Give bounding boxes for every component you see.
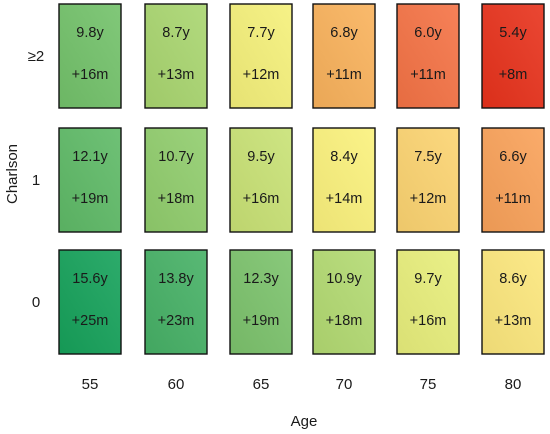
cell-years-label: 9.7y (414, 271, 442, 287)
heatmap-cell: 7.7y +12m (229, 3, 293, 109)
cell-years-label: 6.8y (330, 25, 358, 41)
heatmap-cell-rect (312, 3, 376, 109)
heatmap-cell-rect (144, 249, 208, 355)
cell-months-label: +19m (243, 313, 280, 329)
heatmap-cell: 6.6y +11m (481, 127, 545, 233)
heatmap-cell: 12.3y +19m (229, 249, 293, 355)
heatmap-cell: 6.0y +11m (396, 3, 460, 109)
cell-years-label: 9.5y (247, 149, 275, 165)
cell-months-label: +13m (495, 313, 532, 329)
heatmap-cell: 9.8y +16m (58, 3, 122, 109)
heatmap-cell-rect (481, 249, 545, 355)
cell-years-label: 8.7y (162, 25, 190, 41)
cell-months-label: +13m (158, 67, 195, 83)
heatmap-cell: 8.6y +13m (481, 249, 545, 355)
heatmap-cell-rect (58, 127, 122, 233)
cell-years-label: 10.9y (326, 271, 362, 287)
y-tick-label: ≥2 (28, 48, 45, 65)
y-axis-label: Charlson (4, 144, 21, 204)
heatmap-cell: 9.5y +16m (229, 127, 293, 233)
heatmap-cell: 7.5y +12m (396, 127, 460, 233)
cell-months-label: +18m (158, 191, 195, 207)
heatmap-cell: 12.1y +19m (58, 127, 122, 233)
heatmap-cell-rect (144, 3, 208, 109)
cell-months-label: +16m (410, 313, 447, 329)
cell-years-label: 8.4y (330, 149, 358, 165)
y-tick-label: 1 (32, 172, 40, 189)
cell-months-label: +11m (410, 67, 446, 83)
cell-months-label: +11m (326, 67, 362, 83)
y-tick-label: 0 (32, 294, 40, 311)
cell-years-label: 7.7y (247, 25, 275, 41)
x-axis-label: Age (291, 413, 318, 430)
x-tick-label: 75 (420, 376, 437, 393)
heatmap-cell-rect (229, 127, 293, 233)
cell-years-label: 12.3y (243, 271, 279, 287)
cell-months-label: +18m (326, 313, 363, 329)
heatmap-cell-rect (396, 249, 460, 355)
heatmap-cell: 6.8y +11m (312, 3, 376, 109)
heatmap-cell-rect (229, 249, 293, 355)
x-tick-label: 55 (82, 376, 99, 393)
heatmap-cell-rect (144, 127, 208, 233)
x-tick-labels: 55 60 65 70 75 80 (82, 376, 522, 393)
heatmap-cell-rect (229, 3, 293, 109)
cell-months-label: +12m (243, 67, 280, 83)
heatmap-cell-rect (481, 3, 545, 109)
heatmap-cell-rect (396, 127, 460, 233)
cell-months-label: +14m (326, 191, 363, 207)
heatmap-cell: 10.9y +18m (312, 249, 376, 355)
cell-months-label: +19m (72, 191, 109, 207)
cell-years-label: 7.5y (414, 149, 442, 165)
heatmap-cell: 8.7y +13m (144, 3, 208, 109)
x-tick-label: 60 (168, 376, 185, 393)
heatmap-cell: 8.4y +14m (312, 127, 376, 233)
heatmap-cell-rect (481, 127, 545, 233)
cell-months-label: +8m (499, 67, 528, 83)
heatmap-cell-rect (58, 3, 122, 109)
cells-layer: 9.8y +16m 8.7y +13m 7.7y +12m 6.8y +11m 6.0y +11m… (58, 3, 545, 355)
cell-years-label: 10.7y (158, 149, 194, 165)
heatmap-cell-rect (312, 249, 376, 355)
x-tick-label: 65 (253, 376, 270, 393)
heatmap-cell-rect (58, 249, 122, 355)
cell-months-label: +11m (495, 191, 531, 207)
y-tick-labels: ≥2 1 0 (28, 48, 45, 311)
cell-years-label: 13.8y (158, 271, 194, 287)
cell-months-label: +12m (410, 191, 447, 207)
cell-years-label: 12.1y (72, 149, 108, 165)
cell-months-label: +16m (243, 191, 280, 207)
heatmap-cell: 5.4y +8m (481, 3, 545, 109)
heatmap-cell: 15.6y +25m (58, 249, 122, 355)
cell-years-label: 15.6y (72, 271, 108, 287)
cell-years-label: 6.6y (499, 149, 527, 165)
cell-years-label: 6.0y (414, 25, 442, 41)
cell-months-label: +25m (72, 313, 109, 329)
cell-years-label: 5.4y (499, 25, 527, 41)
cell-years-label: 9.8y (76, 25, 104, 41)
cell-years-label: 8.6y (499, 271, 527, 287)
x-tick-label: 70 (336, 376, 353, 393)
x-tick-label: 80 (505, 376, 522, 393)
heatmap-cell: 10.7y +18m (144, 127, 208, 233)
cell-months-label: +23m (158, 313, 195, 329)
heatmap-cell: 9.7y +16m (396, 249, 460, 355)
heatmap-cell-rect (396, 3, 460, 109)
cell-months-label: +16m (72, 67, 109, 83)
heatmap-cell: 13.8y +23m (144, 249, 208, 355)
heatmap-cell-rect (312, 127, 376, 233)
